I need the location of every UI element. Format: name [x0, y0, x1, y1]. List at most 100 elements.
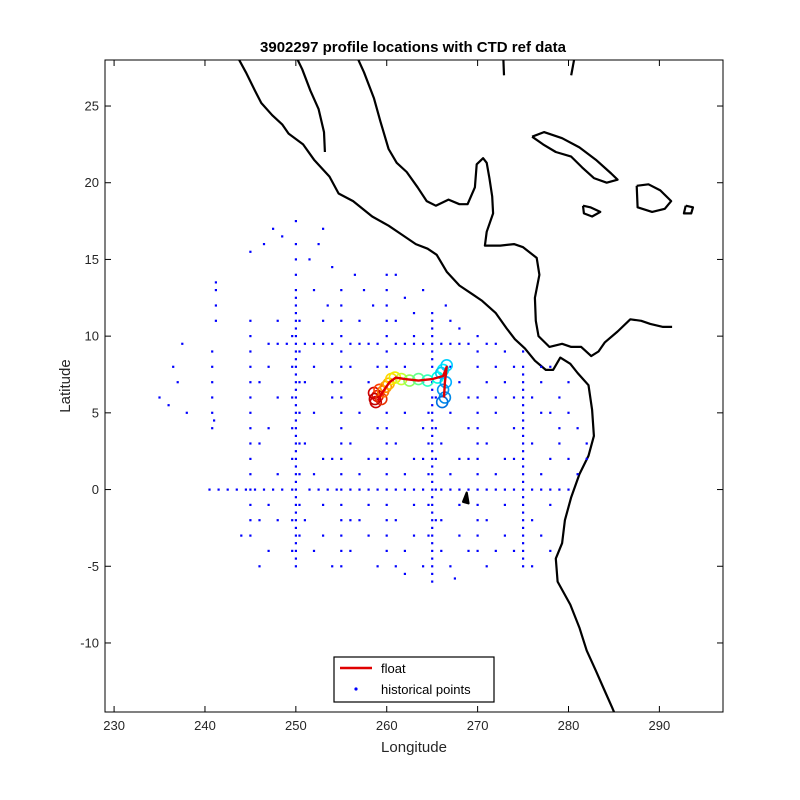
historical-point	[522, 388, 525, 391]
historical-point	[494, 342, 497, 345]
historical-point	[217, 488, 220, 491]
historical-point	[431, 480, 434, 483]
historical-point	[449, 411, 452, 414]
historical-point	[211, 381, 214, 384]
historical-point	[431, 350, 434, 353]
historical-point	[494, 549, 497, 552]
historical-point	[427, 534, 430, 537]
historical-point	[291, 488, 294, 491]
legend: float historical points	[333, 656, 495, 703]
historical-point	[211, 350, 214, 353]
historical-point	[249, 503, 252, 506]
historical-point	[249, 335, 252, 338]
historical-point	[249, 250, 252, 253]
historical-point	[340, 565, 343, 568]
galapagos-island	[461, 491, 470, 505]
historical-point	[431, 319, 434, 322]
x-axis-ticks: 230 240 250 260 270 280 290	[103, 60, 670, 733]
historical-point	[291, 335, 294, 338]
coastline-segment	[296, 60, 326, 153]
historical-point	[294, 373, 297, 376]
historical-point	[522, 350, 525, 353]
historical-point	[294, 427, 297, 430]
historical-point	[340, 411, 343, 414]
historical-point	[485, 381, 488, 384]
historical-point	[522, 411, 525, 414]
historical-point	[385, 442, 388, 445]
historical-point	[522, 457, 525, 460]
historical-point	[298, 442, 301, 445]
historical-point	[267, 503, 270, 506]
y-tick-label: 25	[85, 99, 99, 114]
historical-point	[431, 511, 434, 514]
historical-point	[385, 457, 388, 460]
historical-point	[276, 396, 279, 399]
historical-point	[358, 342, 361, 345]
historical-point	[440, 442, 443, 445]
historical-point	[422, 289, 425, 292]
coastline-segment	[357, 60, 673, 358]
historical-point	[291, 457, 294, 460]
historical-point	[431, 342, 434, 345]
historical-point	[558, 442, 561, 445]
historical-point	[431, 434, 434, 437]
historical-point	[431, 580, 434, 583]
historical-point	[294, 542, 297, 545]
historical-point	[467, 342, 470, 345]
historical-point	[476, 335, 479, 338]
historical-point	[367, 534, 370, 537]
historical-point	[476, 427, 479, 430]
historical-point	[522, 450, 525, 453]
historical-point	[431, 404, 434, 407]
float-profile-marker	[368, 392, 382, 406]
historical-point	[431, 465, 434, 468]
historical-point	[294, 342, 297, 345]
historical-point	[494, 365, 497, 368]
x-tick-label: 260	[376, 718, 398, 733]
historical-point	[449, 319, 452, 322]
historical-point	[422, 488, 425, 491]
historical-point	[449, 565, 452, 568]
historical-point	[385, 427, 388, 430]
historical-point	[440, 342, 443, 345]
historical-point	[294, 289, 297, 292]
historical-point	[522, 396, 525, 399]
x-tick-label: 290	[649, 718, 671, 733]
historical-point	[540, 473, 543, 476]
historical-point	[211, 411, 214, 414]
historical-point	[503, 381, 506, 384]
historical-point	[214, 281, 217, 284]
historical-point	[449, 342, 452, 345]
historical-point	[549, 549, 552, 552]
historical-point	[458, 327, 461, 330]
historical-point	[512, 365, 516, 368]
historical-point	[358, 473, 361, 476]
historical-point	[340, 488, 343, 491]
historical-point	[294, 473, 297, 476]
historical-point	[362, 289, 366, 292]
historical-point	[294, 442, 297, 445]
y-axis-ticks: -10 -5 0 5 10 15 20 25	[80, 99, 723, 650]
historical-point	[522, 534, 525, 537]
historical-point	[522, 365, 525, 368]
legend-historical-dot	[354, 687, 358, 691]
historical-point	[431, 457, 434, 460]
historical-point	[331, 565, 334, 568]
y-tick-label: 0	[92, 482, 99, 497]
coastline-segment	[635, 183, 673, 213]
historical-point	[449, 473, 452, 476]
historical-point	[422, 427, 425, 430]
historical-point	[249, 488, 252, 491]
historical-point	[403, 365, 406, 368]
historical-point	[340, 381, 343, 384]
x-tick-label: 240	[194, 718, 216, 733]
historical-point	[262, 243, 266, 246]
historical-point	[476, 442, 479, 445]
historical-point	[385, 473, 388, 476]
historical-point	[258, 519, 261, 522]
historical-point	[294, 503, 297, 506]
historical-point	[434, 427, 437, 430]
historical-point	[434, 457, 437, 460]
historical-point	[531, 519, 534, 522]
historical-point	[540, 411, 543, 414]
